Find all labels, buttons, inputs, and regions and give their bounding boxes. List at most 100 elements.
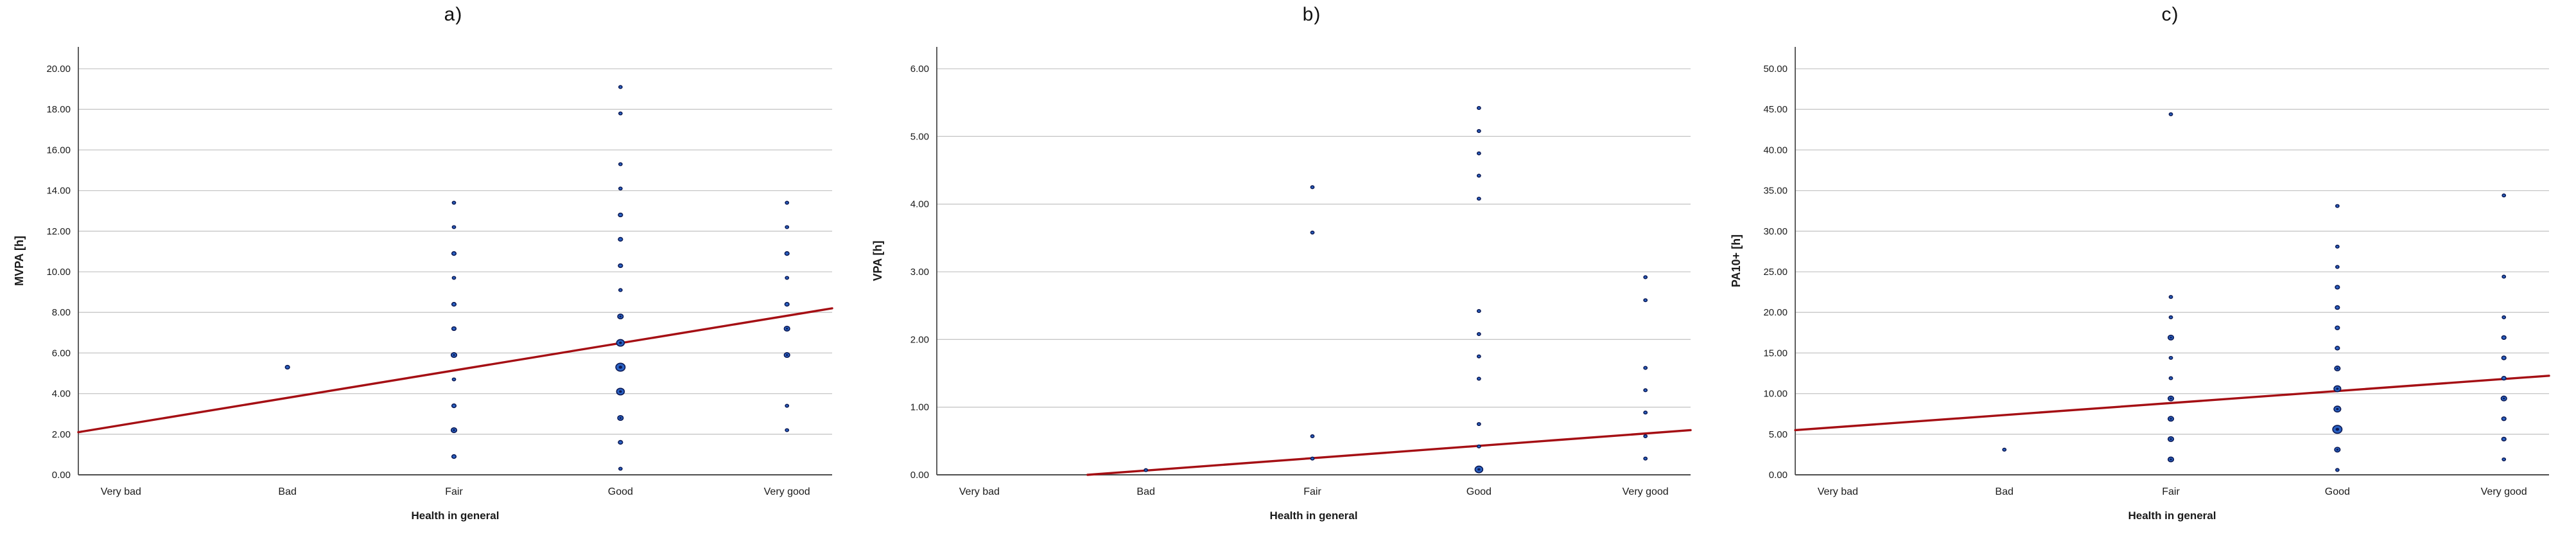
data-point — [785, 404, 790, 408]
data-point — [284, 364, 290, 370]
y-tick-label: 45.00 — [1763, 104, 1788, 115]
y-tick-label: 6.00 — [52, 348, 71, 359]
y-tick-label: 15.00 — [1763, 348, 1788, 359]
data-point — [618, 466, 623, 471]
data-point-core — [619, 417, 622, 419]
trend-line — [1086, 429, 1692, 476]
data-point-core — [786, 354, 788, 356]
y-tick-label: 4.00 — [910, 199, 929, 210]
data-point — [1310, 434, 1315, 438]
data-point — [2502, 193, 2507, 198]
panel-a-title: a) — [444, 4, 463, 25]
data-point — [618, 288, 623, 292]
data-point — [1310, 456, 1315, 461]
x-tick-label: Very bad — [959, 486, 1000, 497]
data-point — [2168, 355, 2173, 360]
data-point — [451, 276, 457, 280]
x-axis-title: Health in general — [1270, 510, 1358, 522]
data-point — [1643, 388, 1648, 393]
data-point — [1476, 106, 1481, 111]
data-point — [618, 263, 623, 269]
scatter-panel-c: c) 0.00 5.00 10.00 15.00 20.00 25.00 30.00 35.0… — [1717, 0, 2576, 541]
data-point — [451, 454, 457, 459]
data-point — [2501, 416, 2507, 421]
x-tick-label: Bad — [278, 486, 296, 497]
y-tick-label: 35.00 — [1763, 186, 1788, 197]
y-tick-label: 30.00 — [1763, 226, 1788, 237]
data-point — [2501, 355, 2507, 360]
y-tick-label: 50.00 — [1763, 64, 1788, 75]
data-point-core — [619, 315, 622, 317]
y-tick-label: 1.00 — [910, 402, 929, 413]
data-point-core — [453, 429, 455, 431]
data-point — [785, 225, 790, 229]
y-tick-label: 0.00 — [910, 470, 929, 481]
data-point — [1643, 275, 1648, 279]
data-point — [618, 212, 623, 218]
panel-b-title: b) — [1302, 4, 1321, 25]
y-tick-label: 40.00 — [1763, 145, 1788, 155]
data-point — [2335, 285, 2340, 290]
data-point — [2501, 335, 2507, 341]
data-point — [1310, 185, 1315, 190]
data-point — [2502, 315, 2507, 319]
data-point — [451, 251, 457, 256]
data-point — [785, 276, 790, 280]
y-tick-label: 12.00 — [46, 226, 71, 237]
data-point — [2335, 346, 2340, 351]
x-tick-label: Very good — [764, 486, 810, 497]
scatter-panel-a: a) 0.00 2.00 4.00 6.00 8.00 10.00 12.00 14.00 16… — [0, 0, 858, 541]
panel-c-title: c) — [2161, 4, 2179, 25]
data-point — [451, 301, 457, 307]
y-tick-label: 16.00 — [46, 145, 71, 155]
data-point — [1310, 230, 1315, 235]
y-tick-label: 5.00 — [910, 131, 929, 142]
y-axis-title: VPA [h] — [871, 241, 884, 281]
data-point — [1643, 298, 1648, 303]
y-tick-label: 2.00 — [52, 429, 71, 440]
y-tick-label: 20.00 — [46, 64, 71, 75]
data-point — [1476, 309, 1481, 314]
data-point — [1643, 366, 1648, 370]
data-point — [2335, 265, 2340, 269]
x-tick-label: Fair — [445, 486, 463, 497]
data-point — [618, 162, 623, 166]
data-point — [2168, 315, 2173, 319]
y-tick-label: 6.00 — [910, 64, 929, 75]
data-point — [1476, 377, 1481, 381]
x-tick-label: Very good — [2481, 486, 2527, 497]
data-point — [1643, 411, 1648, 415]
scatter-panel-b: b) 0.00 1.00 2.00 3.00 4.00 5.00 6.00 Very bad B… — [858, 0, 1717, 541]
y-tick-label: 10.00 — [1763, 389, 1788, 400]
trend-line — [77, 307, 833, 434]
data-point — [2501, 375, 2507, 381]
data-point — [2335, 244, 2340, 249]
data-point — [1643, 434, 1648, 438]
data-point-core — [1477, 468, 1481, 471]
data-point-core — [618, 366, 623, 369]
data-point-core — [786, 328, 788, 330]
data-point — [618, 111, 623, 116]
data-point — [2335, 305, 2340, 310]
y-tick-label: 2.00 — [910, 334, 929, 345]
data-point — [2168, 112, 2173, 116]
y-axis-title: MVPA [h] — [13, 236, 26, 286]
y-tick-label: 25.00 — [1763, 267, 1788, 278]
data-point — [618, 236, 623, 242]
data-point — [2502, 274, 2507, 279]
data-point — [618, 85, 623, 89]
data-point-core — [2335, 427, 2340, 431]
y-tick-label: 10.00 — [46, 267, 71, 278]
data-point-core — [2170, 418, 2172, 420]
data-point — [1476, 129, 1481, 133]
data-point — [785, 428, 790, 432]
data-point — [451, 377, 457, 382]
y-tick-label: 14.00 — [46, 186, 71, 197]
scatter-plot-mvpa: 0.00 2.00 4.00 6.00 8.00 10.00 12.00 14.00 16.00… — [13, 47, 833, 522]
data-point-core — [2336, 387, 2339, 390]
x-tick-label: Fair — [1303, 486, 1321, 497]
data-point-core — [2170, 397, 2172, 400]
x-tick-label: Very bad — [101, 486, 141, 497]
data-point — [1144, 468, 1149, 472]
x-axis-title: Health in general — [412, 510, 500, 522]
